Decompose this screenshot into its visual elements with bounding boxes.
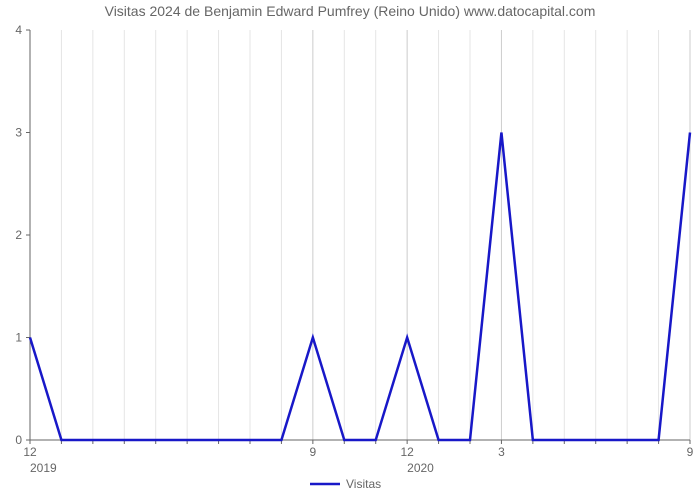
x-tick-label: 9	[310, 445, 317, 459]
x-tick-label: 9	[687, 445, 694, 459]
y-tick-label: 0	[15, 433, 22, 447]
chart-title: Visitas 2024 de Benjamin Edward Pumfrey …	[105, 3, 596, 19]
x-year-label: 2020	[407, 461, 434, 475]
x-tick-label: 3	[498, 445, 505, 459]
y-tick-label: 4	[15, 23, 22, 37]
line-chart-svg: Visitas 2024 de Benjamin Edward Pumfrey …	[0, 0, 700, 500]
x-year-label: 2019	[30, 461, 57, 475]
y-tick-label: 1	[15, 331, 22, 345]
series-line	[30, 133, 690, 441]
chart-container: Visitas 2024 de Benjamin Edward Pumfrey …	[0, 0, 700, 500]
x-tick-label: 12	[23, 445, 37, 459]
y-tick-label: 2	[15, 228, 22, 242]
legend-label: Visitas	[346, 477, 381, 491]
x-tick-label: 12	[400, 445, 414, 459]
y-tick-label: 3	[15, 126, 22, 140]
